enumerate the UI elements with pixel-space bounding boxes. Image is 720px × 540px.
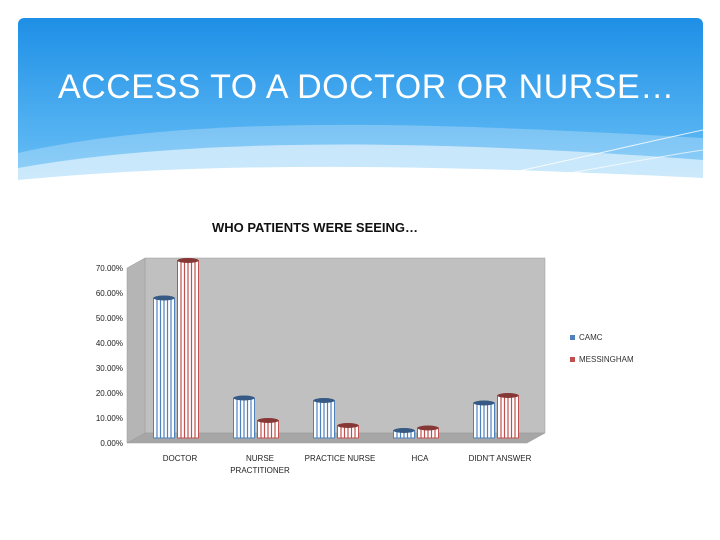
x-tick-label: PRACTITIONER — [230, 466, 290, 475]
legend-label-camc: CAMC — [579, 332, 603, 342]
bar-top — [473, 400, 495, 406]
bar-top — [153, 295, 175, 301]
y-tick-label: 10.00% — [96, 414, 123, 423]
bar-chart: 0.00% 10.00% 20.00% 30.00% 40.00% 50.00% 60.00… — [96, 257, 546, 475]
legend-item-messingham: MESSINGHAM — [570, 348, 634, 370]
y-tick-label: 40.00% — [96, 339, 123, 348]
plot-floor — [126, 432, 546, 444]
bar-top — [497, 393, 519, 398]
bar-top — [177, 258, 199, 263]
legend-swatch-camc — [570, 334, 575, 340]
x-tick-label: DIDN'T ANSWER — [469, 454, 532, 463]
legend-item-camc: CAMC — [570, 326, 634, 348]
x-tick-label: HCA — [412, 454, 430, 463]
x-tick-label: PRACTICE NURSE — [305, 454, 376, 463]
y-tick-label: 70.00% — [96, 264, 123, 273]
chart-legend: CAMC MESSINGHAM — [570, 326, 634, 370]
title-banner: ACCESS TO A DOCTOR OR NURSE… — [18, 18, 703, 188]
y-tick-label: 30.00% — [96, 364, 123, 373]
y-tick-label: 20.00% — [96, 389, 123, 398]
bar-top — [417, 425, 439, 431]
y-tick-label: 50.00% — [96, 314, 123, 323]
y-tick-label: 0.00% — [100, 439, 123, 448]
legend-label-messingham: MESSINGHAM — [579, 354, 634, 364]
y-tick-label: 60.00% — [96, 289, 123, 298]
bar-top — [257, 418, 279, 423]
title-banner-background — [18, 18, 703, 188]
x-tick-label: DOCTOR — [163, 454, 198, 463]
x-tick-label: NURSE — [246, 454, 274, 463]
plot-side-wall — [126, 257, 146, 444]
chart-title: WHO PATIENTS WERE SEEING… — [211, 220, 419, 235]
bar-top — [337, 423, 359, 428]
bar-top — [313, 398, 335, 403]
legend-swatch-messingham — [570, 356, 575, 362]
slide-title: ACCESS TO A DOCTOR OR NURSE… — [58, 68, 675, 106]
bar-top — [233, 395, 255, 401]
bar-top — [393, 428, 415, 433]
